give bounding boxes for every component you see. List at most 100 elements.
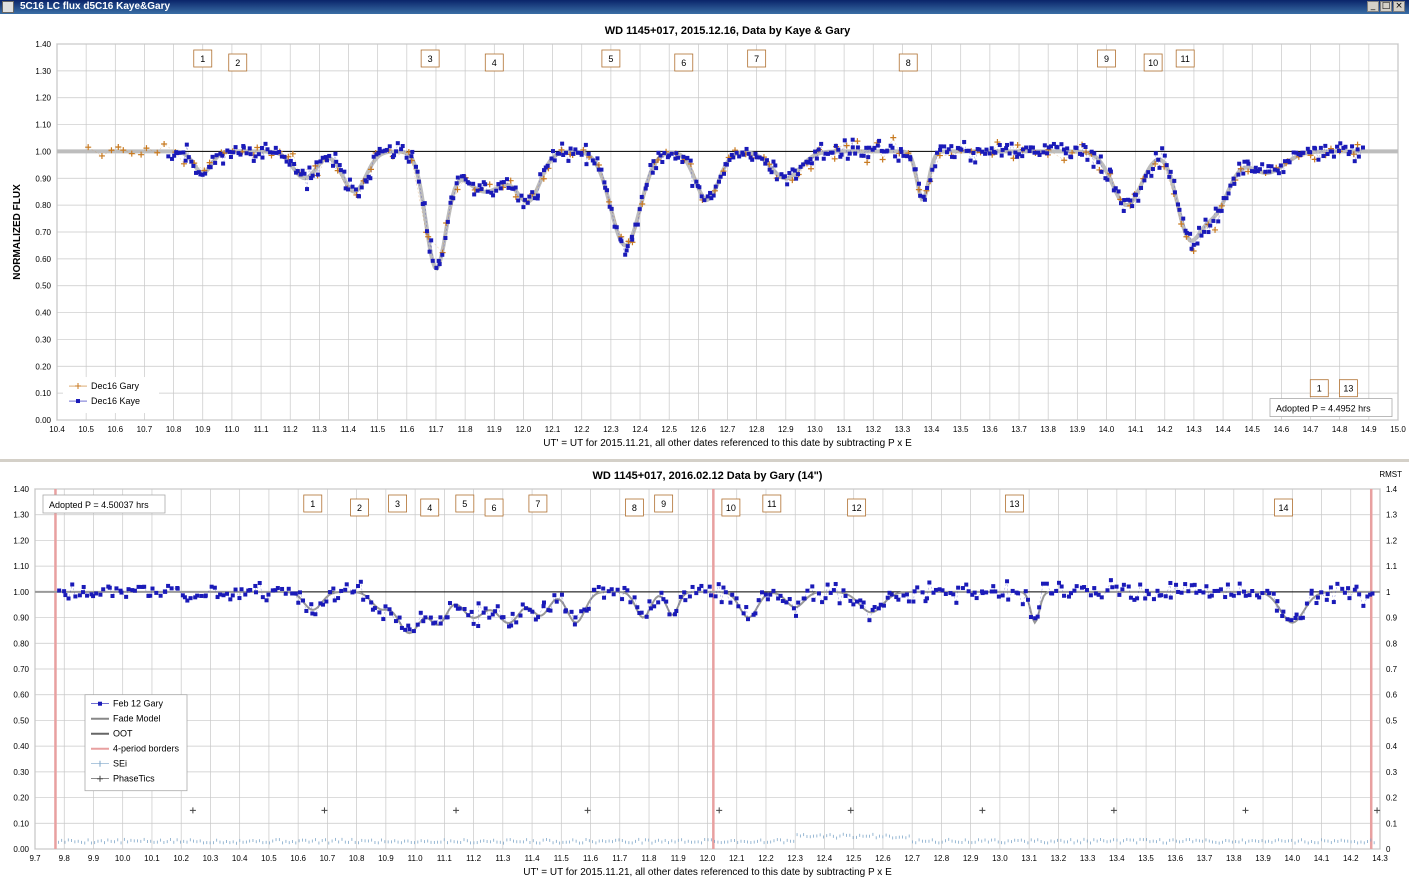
data-point xyxy=(496,182,501,187)
x-tick-label: 11.0 xyxy=(408,854,424,863)
maximize-button[interactable]: □ xyxy=(1380,1,1392,12)
data-point xyxy=(1135,596,1140,601)
data-point xyxy=(532,196,537,201)
data-point xyxy=(771,159,776,164)
data-point xyxy=(935,150,940,155)
data-point xyxy=(70,582,75,587)
data-point xyxy=(968,158,973,163)
data-point xyxy=(568,146,573,151)
data-point xyxy=(81,584,86,589)
data-point xyxy=(825,582,830,587)
data-point xyxy=(962,139,967,144)
data-point xyxy=(241,145,246,150)
close-button[interactable]: × xyxy=(1393,1,1405,12)
data-point xyxy=(1082,585,1087,590)
data-point xyxy=(908,157,913,162)
data-point xyxy=(878,602,883,607)
data-point xyxy=(489,190,494,195)
data-point xyxy=(867,145,872,150)
x-tick-label: 10.3 xyxy=(203,854,219,863)
data-point xyxy=(1044,581,1049,586)
data-point xyxy=(138,151,145,158)
data-point xyxy=(584,162,589,167)
feature-marker-label: 1 xyxy=(200,54,205,64)
phase-tick-mark xyxy=(1110,807,1117,814)
data-point xyxy=(493,609,498,614)
data-point xyxy=(1237,161,1242,166)
data-point xyxy=(288,158,293,163)
data-point xyxy=(1184,230,1189,235)
data-point xyxy=(1168,580,1173,585)
data-point xyxy=(842,138,847,143)
data-point xyxy=(991,584,996,589)
data-point xyxy=(993,589,998,594)
data-point xyxy=(639,200,646,207)
data-point xyxy=(586,606,591,611)
data-point xyxy=(1194,590,1199,595)
feature-marker-box xyxy=(1175,49,1195,68)
data-point xyxy=(170,156,175,161)
data-point xyxy=(210,154,215,159)
data-point xyxy=(225,591,230,596)
data-point xyxy=(885,148,890,153)
data-point xyxy=(302,171,307,176)
data-point xyxy=(667,153,672,158)
x-tick-label: 11.2 xyxy=(283,425,299,434)
x-tick-label: 10.8 xyxy=(349,854,365,863)
data-point xyxy=(928,178,933,183)
data-point xyxy=(428,615,433,620)
data-point xyxy=(699,583,704,588)
data-point xyxy=(681,154,686,159)
data-point xyxy=(331,586,336,591)
data-point xyxy=(669,151,674,156)
data-point xyxy=(1294,150,1299,155)
data-point xyxy=(925,185,930,190)
data-point xyxy=(674,151,679,156)
data-point xyxy=(431,621,436,626)
data-point xyxy=(785,182,790,187)
data-point xyxy=(1321,154,1326,159)
data-point xyxy=(1059,142,1064,147)
data-point xyxy=(853,151,858,156)
data-point xyxy=(801,162,806,167)
feature-marker-label: 6 xyxy=(492,503,497,513)
data-point xyxy=(546,608,551,613)
window-title: 5C16 LC flux d5C16 Kaye&Gary xyxy=(20,1,171,12)
data-point xyxy=(984,590,989,595)
data-point xyxy=(248,152,253,157)
data-point xyxy=(1160,146,1165,151)
minimize-button[interactable]: _ xyxy=(1367,1,1379,12)
data-point xyxy=(469,609,474,614)
y-tick-label: 0.20 xyxy=(35,362,51,371)
feature-marker-box xyxy=(1309,379,1329,398)
data-point xyxy=(1355,147,1360,152)
data-point xyxy=(1146,592,1151,597)
data-point xyxy=(203,171,208,176)
x-tick-label: 12.1 xyxy=(545,425,561,434)
data-point xyxy=(582,607,587,612)
data-point xyxy=(163,589,168,594)
data-point xyxy=(186,155,191,160)
data-point xyxy=(709,196,714,201)
x-tick-label: 11.8 xyxy=(642,854,658,863)
data-point xyxy=(1010,588,1015,593)
data-point xyxy=(466,613,471,618)
data-point xyxy=(188,596,193,601)
data-point xyxy=(893,154,898,159)
data-point xyxy=(243,592,248,597)
data-point xyxy=(1203,217,1208,222)
data-point xyxy=(690,183,695,188)
y-tick-label: 0.10 xyxy=(13,819,29,828)
data-point xyxy=(943,591,948,596)
data-point xyxy=(560,141,565,146)
data-point xyxy=(823,151,828,156)
y-tick-label: 0.50 xyxy=(13,716,29,725)
data-point xyxy=(1126,584,1131,589)
data-point xyxy=(790,167,795,172)
data-point xyxy=(1293,616,1298,621)
data-point xyxy=(507,624,512,629)
data-point xyxy=(248,588,253,593)
data-point xyxy=(154,149,161,156)
data-point xyxy=(1072,588,1077,593)
window-title-bar[interactable]: 5C16 LC flux d5C16 Kaye&Gary _ □ × xyxy=(0,0,1409,14)
